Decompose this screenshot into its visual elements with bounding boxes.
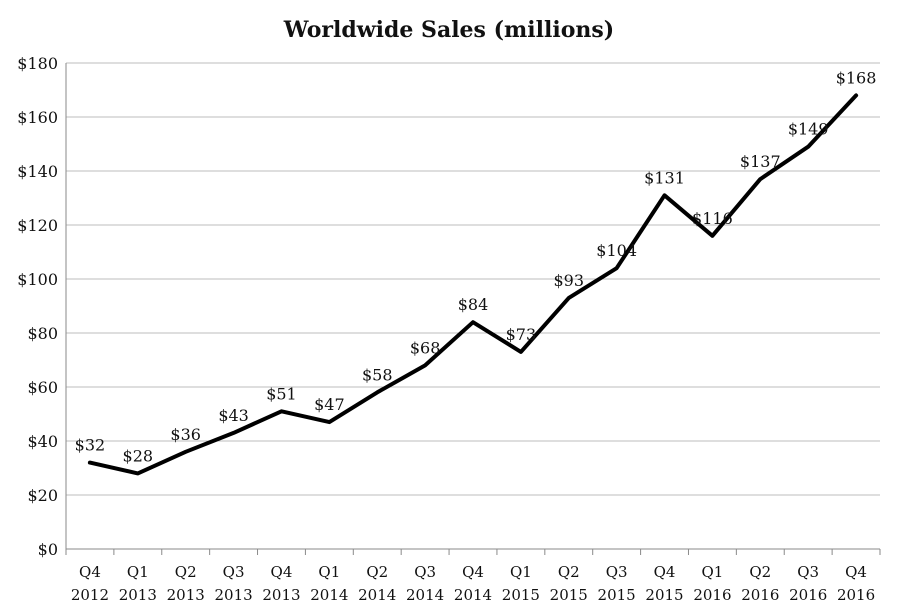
x-tick-label-quarter: Q3 [606,563,628,581]
x-tick-label-quarter: Q1 [318,563,340,581]
data-label: $58 [362,365,393,384]
data-label: $28 [123,446,154,465]
data-label: $32 [75,436,106,455]
data-label: $168 [836,68,877,87]
x-tick-label-quarter: Q4 [462,563,484,581]
x-tick-label-quarter: Q1 [127,563,149,581]
x-tick-label-year: 2016 [789,586,827,604]
x-tick-label-quarter: Q4 [845,563,867,581]
y-tick-label: $160 [17,108,58,127]
data-label: $47 [314,395,345,414]
data-labels: $32 $28 $36 $43 $51 $47 $58 $68 $84 $73 $93 $104 $13… [75,68,877,465]
y-tick-label: $180 [17,54,58,73]
x-tick-label-year: 2012 [71,586,109,604]
series-line-group [87,93,859,476]
y-axis-tick-labels: $0 $20 $40 $60 $80 $100 $120 $140 $160 $180 [17,54,58,559]
x-axis-tick-labels: Q4 2012 Q1 2013 Q2 2013 Q3 2013 Q4 2013 Q1 2014 Q2 20… [71,563,875,604]
y-tick-label: $0 [38,540,58,559]
data-label: $93 [553,271,584,290]
y-tick-label: $140 [17,162,58,181]
y-tick-label: $20 [27,486,58,505]
x-tick-label-quarter: Q1 [510,563,532,581]
x-tick-label-quarter: Q3 [797,563,819,581]
y-tick-label: $120 [17,216,58,235]
chart-title: Worldwide Sales (millions) [283,17,614,43]
x-tick-label-year: 2015 [598,586,636,604]
y-tick-label: $100 [17,270,58,289]
x-tick-label-quarter: Q4 [79,563,101,581]
y-tick-label: $60 [27,378,58,397]
x-tick-label-quarter: Q1 [701,563,723,581]
y-tick-label: $40 [27,432,58,451]
x-tick-label-year: 2016 [741,586,779,604]
data-label: $73 [506,325,537,344]
data-label: $149 [788,120,829,139]
x-tick-label-quarter: Q4 [654,563,676,581]
x-tick-label-year: 2014 [454,586,492,604]
x-tick-label-year: 2015 [550,586,588,604]
gridlines [66,62,880,496]
x-tick-label-year: 2016 [837,586,875,604]
x-tick-label-year: 2014 [310,586,348,604]
x-tick-label-year: 2014 [358,586,396,604]
x-tick-label-year: 2015 [645,586,683,604]
data-label: $68 [410,338,441,357]
axes [65,63,881,555]
x-tick-label-quarter: Q4 [271,563,293,581]
data-label: $104 [596,241,637,260]
data-label: $84 [458,295,489,314]
x-tick-label-quarter: Q2 [749,563,771,581]
x-tick-label-quarter: Q2 [175,563,197,581]
data-label: $51 [266,384,297,403]
series-line [87,93,859,476]
data-label: $36 [170,425,201,444]
x-tick-label-year: 2016 [693,586,731,604]
x-tick-label-year: 2013 [214,586,252,604]
x-tick-label-year: 2015 [502,586,540,604]
x-tick-label-year: 2013 [262,586,300,604]
y-tick-label: $80 [27,324,58,343]
x-tick-label-year: 2014 [406,586,444,604]
x-tick-label-quarter: Q3 [414,563,436,581]
x-tick-label-year: 2013 [167,586,205,604]
data-label: $43 [218,406,249,425]
data-label: $137 [740,152,781,171]
x-tick-label-quarter: Q2 [558,563,580,581]
data-label: $116 [692,209,733,228]
x-tick-label-quarter: Q3 [223,563,245,581]
x-tick-label-quarter: Q2 [366,563,388,581]
x-tick-label-year: 2013 [119,586,157,604]
data-label: $131 [644,168,685,187]
